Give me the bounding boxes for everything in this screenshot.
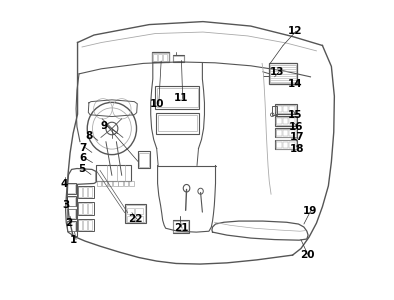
- Bar: [289, 106, 295, 112]
- Bar: [126, 208, 134, 214]
- Bar: [78, 202, 94, 215]
- Text: 13: 13: [270, 67, 284, 77]
- Bar: [78, 220, 82, 230]
- Bar: [138, 152, 150, 168]
- Bar: [173, 220, 189, 233]
- Bar: [136, 216, 143, 222]
- Bar: [289, 142, 295, 148]
- Bar: [102, 181, 107, 186]
- Bar: [173, 56, 184, 61]
- Bar: [269, 63, 297, 84]
- Bar: [276, 117, 296, 125]
- Text: 1: 1: [69, 235, 77, 244]
- Bar: [163, 53, 167, 61]
- Bar: [283, 118, 288, 124]
- Bar: [276, 118, 281, 124]
- Bar: [67, 196, 76, 206]
- Bar: [158, 53, 162, 61]
- Text: 3: 3: [63, 200, 70, 210]
- Bar: [272, 106, 277, 115]
- Text: 8: 8: [86, 131, 93, 141]
- Bar: [275, 128, 297, 137]
- Text: 18: 18: [290, 143, 305, 154]
- Bar: [152, 53, 169, 61]
- Bar: [67, 221, 76, 231]
- Bar: [283, 106, 288, 112]
- Bar: [276, 105, 296, 113]
- Bar: [276, 106, 281, 112]
- Bar: [275, 140, 297, 149]
- Text: 4: 4: [60, 179, 68, 189]
- Text: 10: 10: [149, 99, 164, 109]
- Bar: [78, 219, 94, 231]
- Bar: [67, 222, 75, 231]
- Bar: [83, 203, 87, 214]
- Bar: [276, 142, 281, 148]
- Bar: [276, 140, 296, 149]
- Bar: [153, 53, 157, 61]
- Text: 17: 17: [290, 133, 305, 142]
- Bar: [88, 203, 92, 214]
- Bar: [88, 220, 92, 230]
- Bar: [136, 208, 143, 214]
- Bar: [126, 216, 134, 222]
- Bar: [289, 130, 295, 136]
- Text: 15: 15: [288, 110, 302, 120]
- Bar: [283, 130, 288, 136]
- Bar: [96, 165, 131, 181]
- Text: 21: 21: [174, 223, 189, 233]
- Bar: [152, 52, 169, 62]
- Bar: [156, 113, 199, 134]
- Bar: [270, 64, 296, 82]
- Bar: [67, 209, 75, 218]
- Bar: [83, 187, 87, 197]
- Text: 22: 22: [128, 214, 143, 224]
- Bar: [283, 142, 288, 148]
- Text: 9: 9: [101, 121, 108, 130]
- Text: 16: 16: [289, 122, 303, 132]
- Bar: [276, 128, 296, 137]
- Bar: [119, 181, 123, 186]
- Bar: [83, 220, 87, 230]
- Text: 11: 11: [174, 93, 189, 103]
- Bar: [78, 186, 94, 198]
- Bar: [67, 208, 76, 219]
- Bar: [124, 181, 128, 186]
- Bar: [173, 55, 184, 62]
- Text: 6: 6: [79, 153, 87, 164]
- Bar: [289, 118, 295, 124]
- Bar: [173, 221, 188, 232]
- Bar: [157, 88, 198, 107]
- Text: 20: 20: [300, 250, 315, 260]
- Bar: [108, 181, 112, 186]
- Bar: [78, 203, 82, 214]
- Bar: [154, 86, 199, 109]
- Text: 7: 7: [79, 142, 87, 153]
- Text: 14: 14: [288, 79, 303, 89]
- Text: 5: 5: [78, 164, 85, 174]
- Text: 19: 19: [303, 206, 317, 216]
- Text: 12: 12: [288, 26, 303, 36]
- Bar: [113, 181, 117, 186]
- Bar: [158, 115, 197, 131]
- Bar: [88, 187, 92, 197]
- Bar: [97, 181, 101, 186]
- Bar: [67, 184, 75, 193]
- Bar: [125, 204, 146, 223]
- Bar: [139, 153, 149, 167]
- Bar: [67, 196, 75, 206]
- Bar: [275, 116, 297, 125]
- Bar: [276, 130, 281, 136]
- Bar: [78, 187, 82, 197]
- Bar: [129, 181, 134, 186]
- Text: 2: 2: [65, 218, 73, 228]
- Bar: [126, 205, 145, 222]
- Bar: [275, 104, 297, 114]
- Bar: [67, 183, 76, 194]
